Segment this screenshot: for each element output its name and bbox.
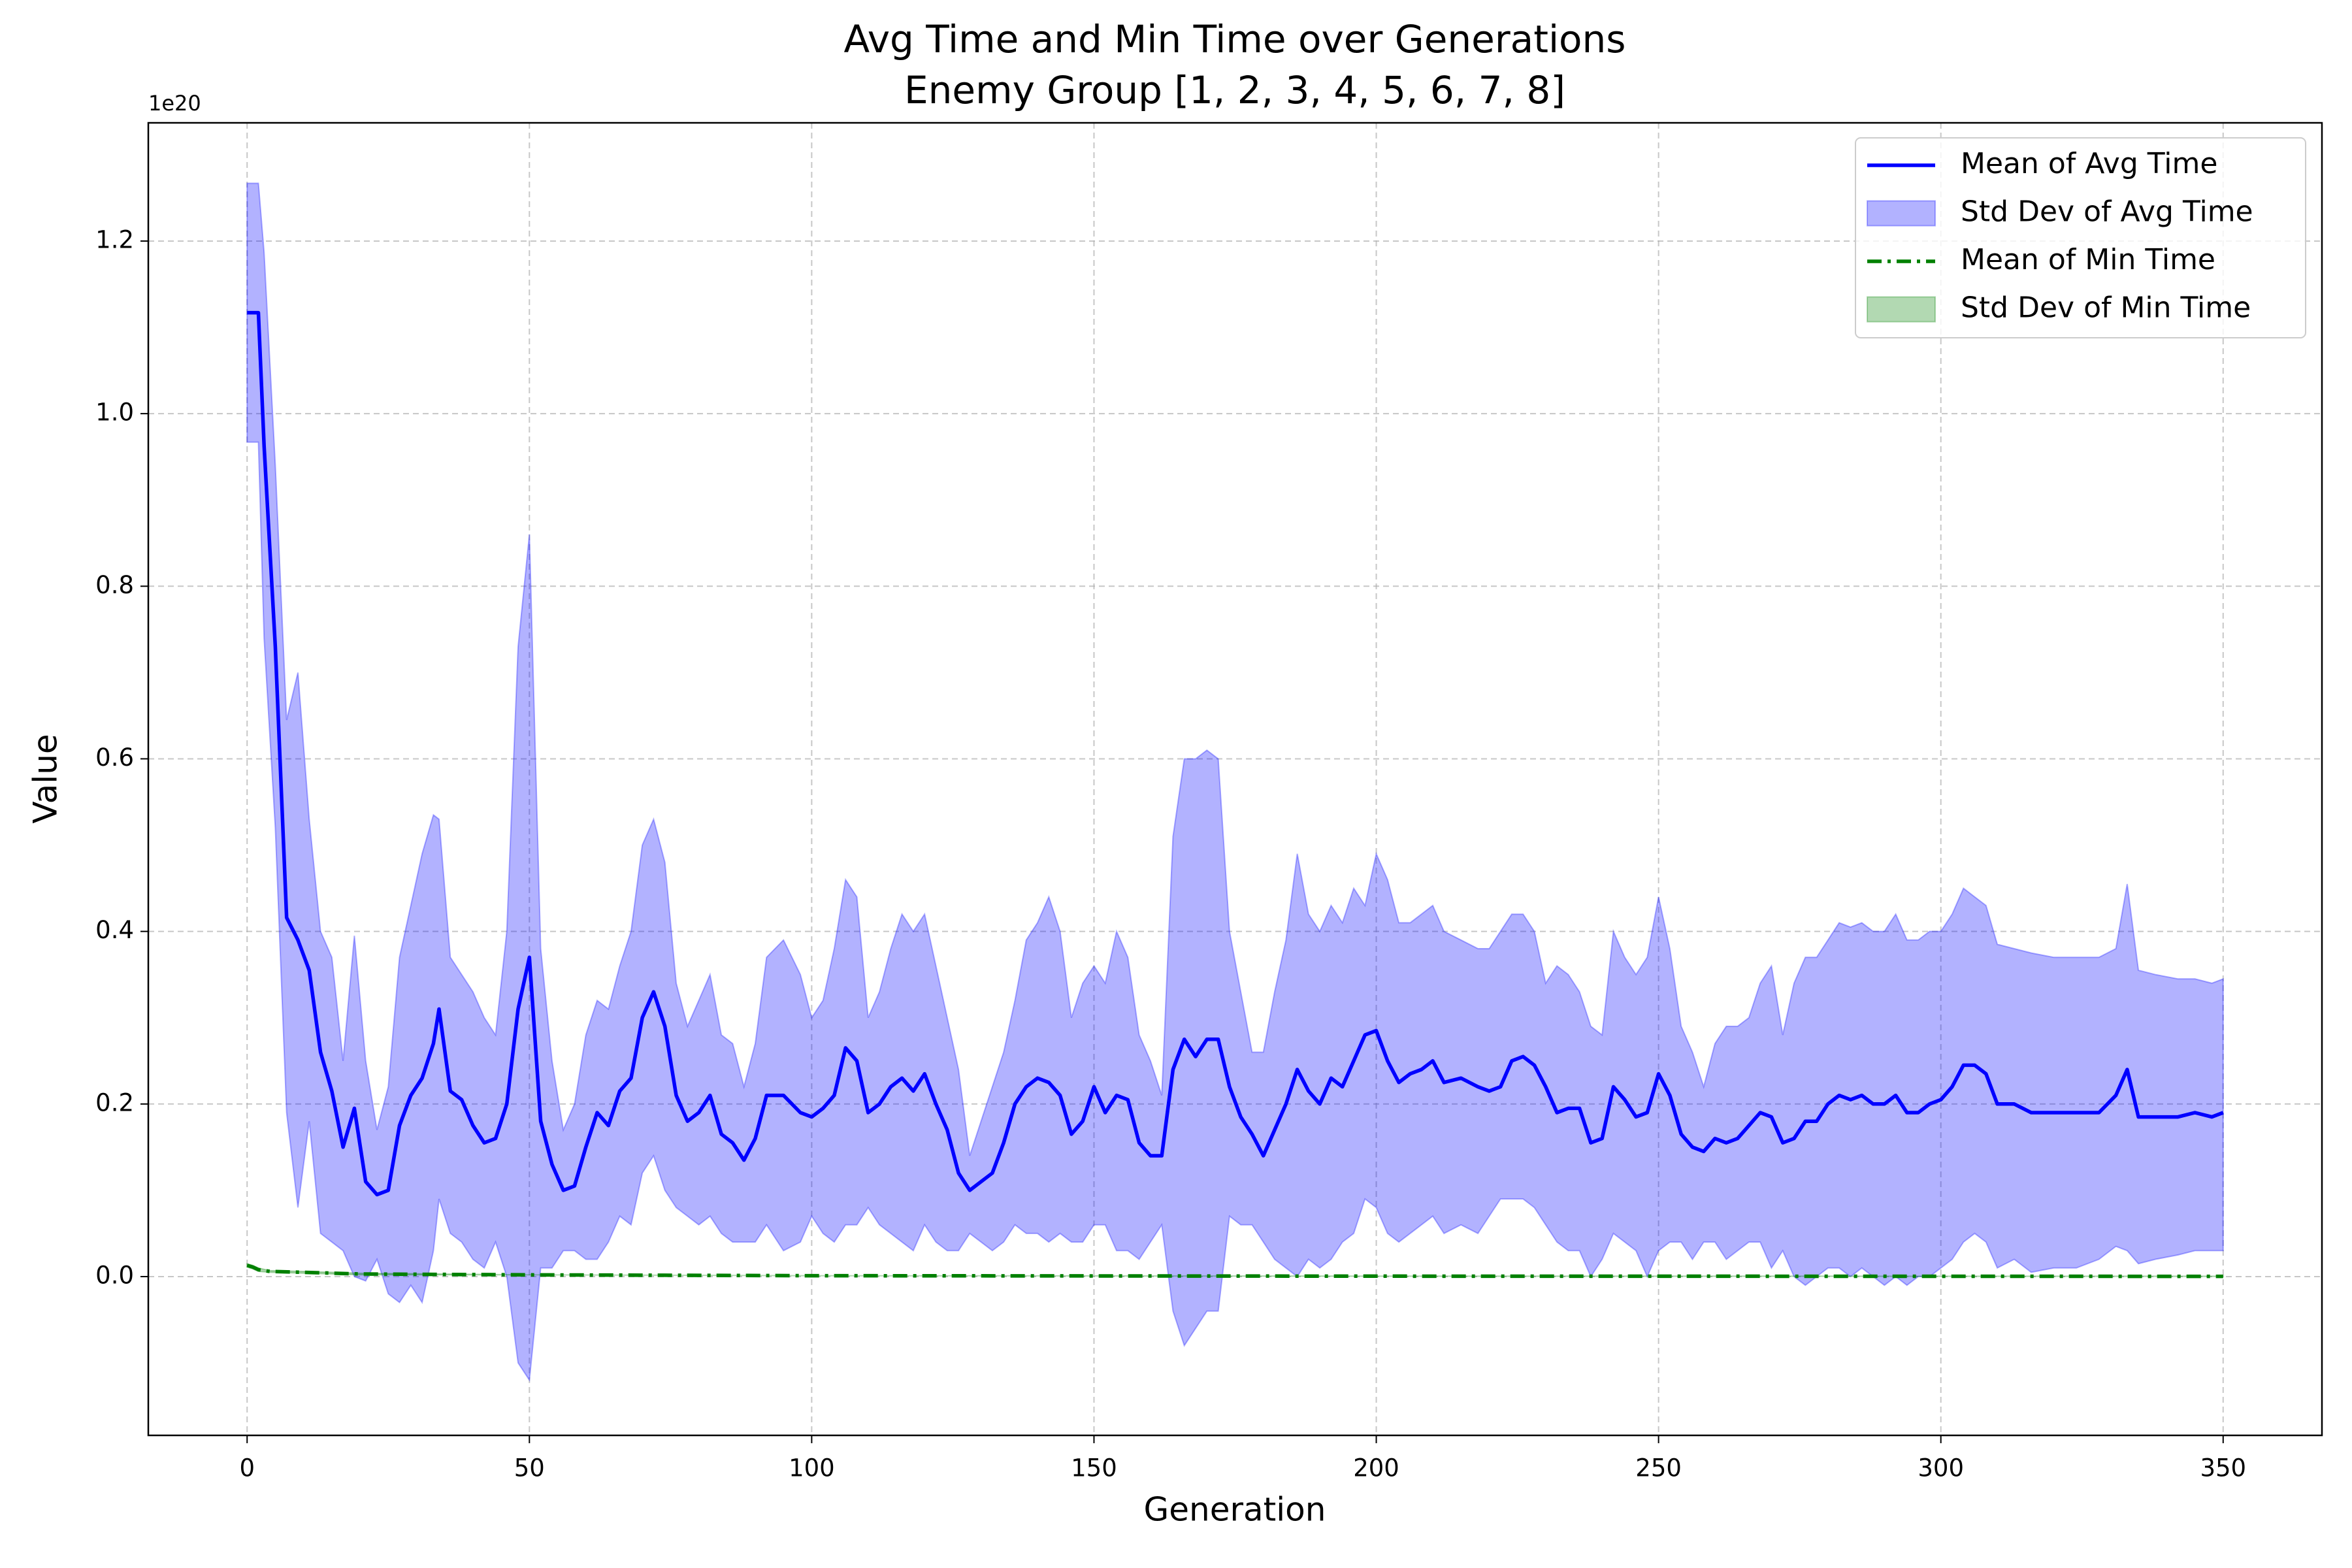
legend-label: Mean of Avg Time [1961,147,2217,180]
x-tick-label: 200 [1353,1454,1399,1482]
y-tick-label: 0.6 [95,743,134,772]
x-tick-label: 250 [1635,1454,1682,1482]
y-tick-label: 0.4 [95,916,134,944]
x-axis-label: Generation [1144,1491,1326,1529]
x-tick-label: 50 [514,1454,545,1482]
legend-swatch [1867,296,1936,323]
plot-frame [147,122,2323,1437]
legend-label: Std Dev of Min Time [1961,291,2251,325]
y-tick-label: 0.8 [95,571,134,599]
y-offset-label: 1e20 [148,91,201,116]
std-band [246,182,2224,1382]
legend-label: Mean of Min Time [1961,243,2215,276]
y-tick-label: 1.0 [95,399,134,427]
y-tick-label: 0.0 [95,1261,134,1289]
chart-title: Avg Time and Min Time over Generations [843,17,1625,61]
legend-swatch [1867,200,1936,227]
x-tick-label: 150 [1071,1454,1117,1482]
series-line [247,310,2224,1197]
x-tick-label: 300 [1918,1454,1964,1482]
legend-label: Std Dev of Avg Time [1961,195,2253,229]
legend-box [1855,137,2306,338]
chart-subtitle: Enemy Group [1, 2, 3, 4, 5, 6, 7, 8] [904,68,1565,112]
series-line [246,1264,2223,1279]
y-tick-label: 0.2 [95,1088,134,1117]
y-tick-label: 1.2 [95,225,134,253]
x-tick-label: 0 [239,1454,255,1482]
x-tick-label: 350 [2200,1454,2246,1482]
y-axis-label: Value [27,734,65,823]
x-tick-label: 100 [789,1454,835,1482]
plot-area [246,182,2224,1382]
